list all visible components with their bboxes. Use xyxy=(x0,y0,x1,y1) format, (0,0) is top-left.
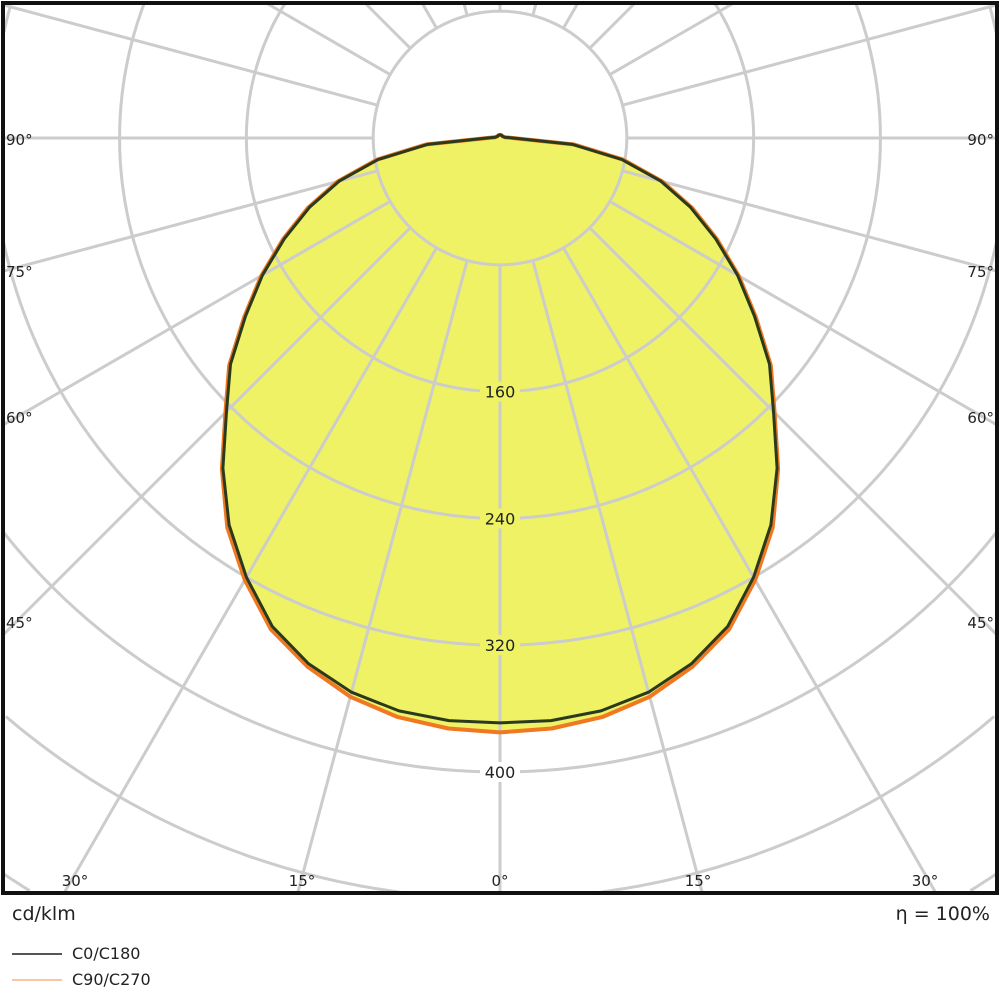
angle-grid-line xyxy=(3,3,378,107)
angle-label: 90° xyxy=(967,131,994,149)
angle-label: 60° xyxy=(967,409,994,427)
angle-label: 15° xyxy=(289,872,316,890)
angle-grid-line xyxy=(588,3,637,50)
radial-tick-bg xyxy=(480,508,520,529)
unit-label: cd/klm xyxy=(12,903,76,925)
radial-tick-label: 160 xyxy=(485,383,516,402)
angle-label: 90° xyxy=(6,131,33,149)
legend-swatch xyxy=(12,978,62,981)
legend-item-c0-c180: C0/C180 xyxy=(12,944,140,963)
angle-grid-line xyxy=(588,226,997,637)
angle-grid-line xyxy=(420,3,438,29)
angle-label: 15° xyxy=(685,872,712,890)
radial-grid-ring xyxy=(4,715,996,893)
angle-grid-line xyxy=(531,3,538,16)
series-curve-C0-C180 xyxy=(221,133,779,725)
radial-tick-bg xyxy=(480,762,520,782)
angle-label: 45° xyxy=(6,614,33,632)
radial-tick-bg xyxy=(480,381,520,402)
radial-grid-ring xyxy=(118,4,882,520)
angle-grid-line xyxy=(622,169,997,273)
angle-grid-line xyxy=(62,247,438,893)
legend-label: C0/C180 xyxy=(72,944,141,963)
angle-grid-line xyxy=(3,226,412,637)
radial-tick-label: 240 xyxy=(485,509,516,528)
angle-label: 30° xyxy=(912,872,939,890)
legend-label: C90/C270 xyxy=(72,970,151,989)
radial-tick-bg xyxy=(480,635,520,656)
radial-grid-ring xyxy=(3,872,997,892)
angle-grid-line xyxy=(3,200,391,427)
angle-grid-line xyxy=(622,3,997,107)
legend-swatch xyxy=(12,952,62,955)
angle-label: 45° xyxy=(967,614,994,632)
angle-label: 75° xyxy=(6,263,33,281)
angle-grid-line xyxy=(609,3,735,76)
angle-grid-line xyxy=(265,3,391,76)
plot-frame xyxy=(1,1,999,895)
angle-grid-line xyxy=(3,169,378,273)
angle-grid-line xyxy=(363,3,412,50)
radial-grid-ring xyxy=(244,3,756,394)
radial-tick-label: 400 xyxy=(485,763,516,782)
angle-grid-line xyxy=(609,200,997,427)
angle-label: 60° xyxy=(6,409,33,427)
angle-grid-line xyxy=(562,247,938,893)
angle-grid-line xyxy=(296,260,469,893)
efficiency-label: η = 100% xyxy=(895,903,990,925)
radial-tick-label: 320 xyxy=(485,636,516,655)
angle-grid-line xyxy=(462,3,469,16)
angle-label: 75° xyxy=(967,263,994,281)
angle-label: 30° xyxy=(62,872,89,890)
radial-grid-ring xyxy=(3,6,997,647)
radial-grid-ring xyxy=(3,531,997,774)
angle-grid-line xyxy=(531,260,704,893)
legend-item-c90-c270: C90/C270 xyxy=(12,970,151,989)
angle-label: 0° xyxy=(491,872,508,890)
angle-grid-line xyxy=(562,3,580,29)
